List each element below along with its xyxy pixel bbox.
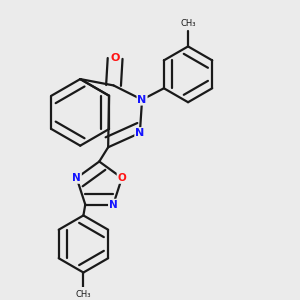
Text: O: O [118,173,126,183]
Text: N: N [72,173,81,183]
Text: CH₃: CH₃ [180,19,196,28]
Text: N: N [135,128,145,138]
Text: N: N [137,95,147,105]
Text: O: O [110,53,120,64]
Text: CH₃: CH₃ [76,290,91,299]
Text: N: N [109,200,118,210]
